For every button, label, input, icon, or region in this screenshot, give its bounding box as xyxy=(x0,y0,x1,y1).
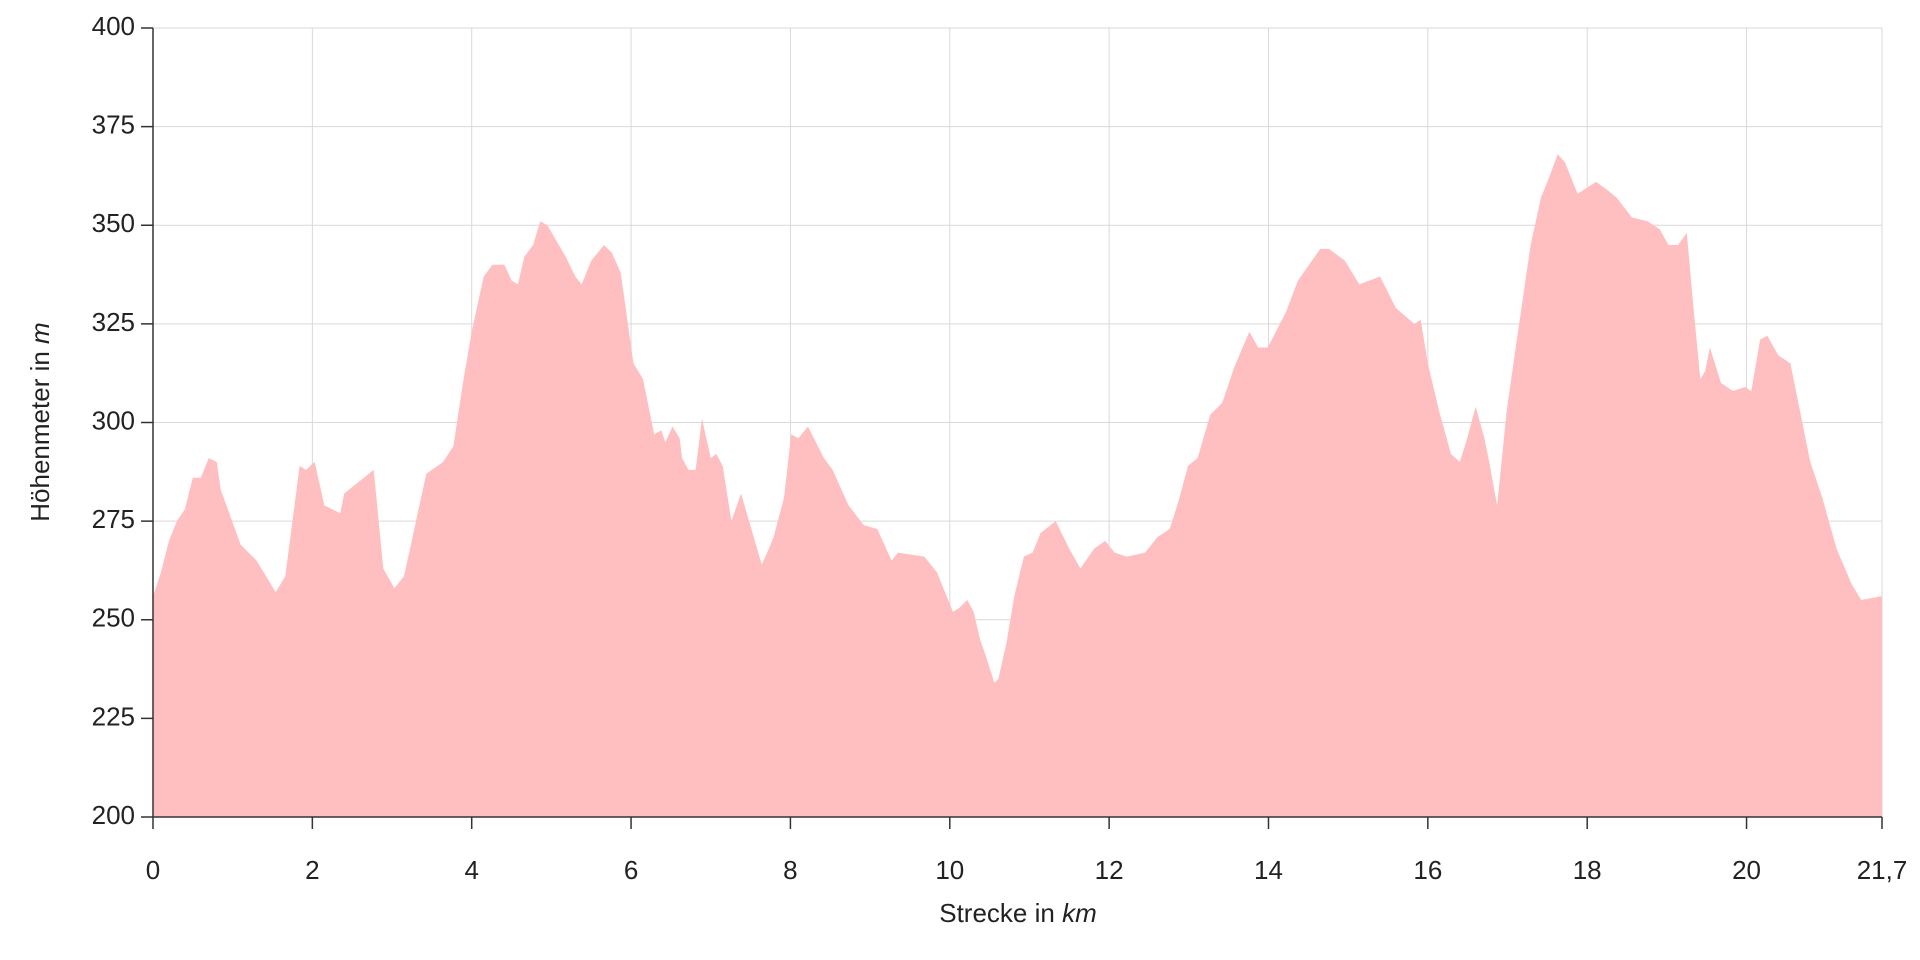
x-tick-label: 4 xyxy=(464,855,478,885)
y-tick-label: 375 xyxy=(92,110,135,140)
x-tick-label: 0 xyxy=(146,855,160,885)
y-tick-label: 275 xyxy=(92,504,135,534)
y-tick-label: 400 xyxy=(92,11,135,41)
x-tick-label: 8 xyxy=(783,855,797,885)
x-axis-label: Strecke in km xyxy=(939,898,1097,928)
y-tick-label: 325 xyxy=(92,307,135,337)
y-tick-label: 350 xyxy=(92,208,135,238)
x-tick-label: 20 xyxy=(1732,855,1761,885)
x-tick-label: 10 xyxy=(935,855,964,885)
x-axis-label-text: Strecke in xyxy=(939,898,1055,928)
x-tick-label: 12 xyxy=(1095,855,1124,885)
y-tick-label: 250 xyxy=(92,603,135,633)
y-axis-label-unit: m xyxy=(25,322,55,344)
x-tick-label: 6 xyxy=(624,855,638,885)
x-tick-label: 18 xyxy=(1573,855,1602,885)
y-tick-label: 200 xyxy=(92,800,135,830)
y-tick-label: 300 xyxy=(92,405,135,435)
y-axis-label-text: Höhenmeter in xyxy=(25,351,55,522)
x-tick-label: 21,7 xyxy=(1857,855,1908,885)
x-axis-label-unit: km xyxy=(1062,898,1097,928)
y-axis-label: Höhenmeter in m xyxy=(25,322,55,521)
x-tick-label: 2 xyxy=(305,855,319,885)
x-tick-label: 16 xyxy=(1413,855,1442,885)
elevation-area xyxy=(153,154,1882,818)
y-tick-label: 225 xyxy=(92,701,135,731)
x-tick-label: 14 xyxy=(1254,855,1283,885)
